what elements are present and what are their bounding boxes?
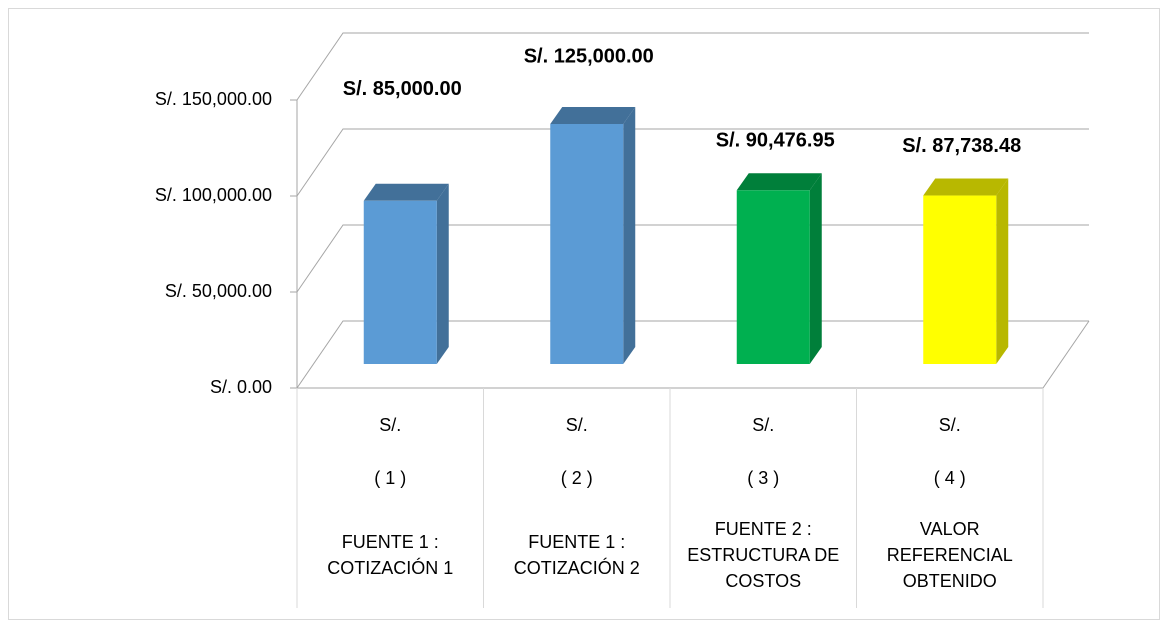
category-unit: S/.	[565, 415, 588, 435]
value-label: S/. 125,000.00	[524, 45, 654, 67]
category-index: ( 2 )	[560, 468, 593, 488]
grid-line	[296, 32, 1089, 101]
bar-side	[996, 178, 1009, 364]
category-index: ( 3 )	[747, 468, 780, 488]
bar	[550, 124, 624, 364]
category-label: FUENTE 1 : COTIZACIÓN 1	[327, 532, 454, 578]
category-unit: S/.	[379, 415, 402, 435]
category-unit: S/.	[752, 415, 775, 435]
bar-top	[363, 183, 449, 201]
bar-side	[436, 183, 449, 364]
bar-top	[550, 107, 636, 124]
bar-side	[809, 173, 822, 364]
bar	[736, 190, 810, 364]
value-label: S/. 90,476.95	[716, 130, 835, 152]
value-label: S/. 85,000.00	[343, 78, 462, 100]
category-index: ( 1 )	[374, 468, 407, 488]
bar-top	[736, 173, 822, 191]
y-tick-label: S/. 0.00	[210, 377, 272, 397]
category-index: ( 4 )	[933, 468, 966, 488]
category-label: VALOR REFERENCIAL OBTENIDO	[886, 519, 1013, 591]
bar-top	[923, 178, 1009, 196]
value-label: S/. 87,738.48	[902, 135, 1021, 157]
category-label: FUENTE 2 : ESTRUCTURA DE COSTOS	[687, 519, 840, 591]
category-unit: S/.	[938, 415, 961, 435]
grid-line	[296, 128, 1089, 197]
bar	[923, 195, 997, 364]
bar-side	[623, 107, 636, 364]
y-tick-label: S/. 100,000.00	[155, 185, 272, 205]
category-label: FUENTE 1 : COTIZACIÓN 2	[513, 532, 640, 578]
grid-line	[296, 320, 1089, 389]
y-tick-label: S/. 50,000.00	[165, 281, 272, 301]
grid-line	[296, 224, 1089, 293]
bar	[363, 200, 437, 364]
y-tick-label: S/. 150,000.00	[155, 89, 272, 109]
